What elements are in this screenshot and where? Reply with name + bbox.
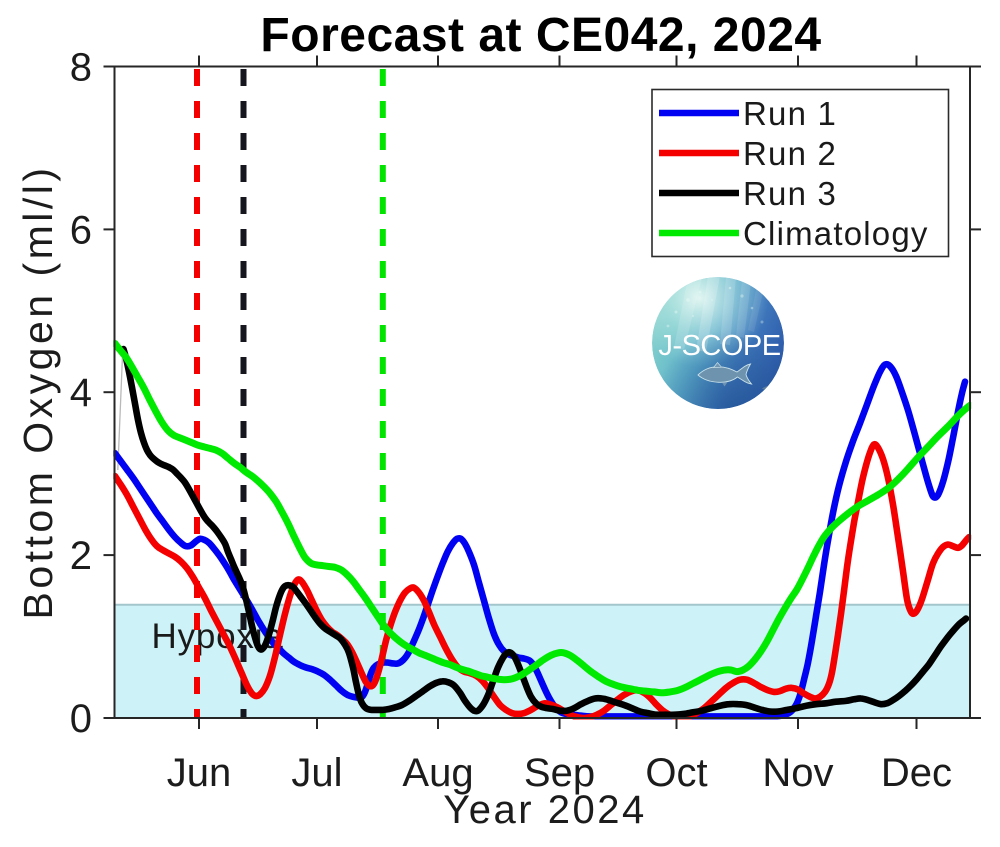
- svg-text:Run 1: Run 1: [743, 95, 837, 132]
- svg-text:Dec: Dec: [881, 751, 952, 795]
- svg-text:Jun: Jun: [167, 751, 232, 795]
- svg-text:Year 2024: Year 2024: [443, 788, 646, 832]
- svg-text:8: 8: [70, 46, 92, 90]
- svg-text:Run 2: Run 2: [743, 135, 837, 172]
- svg-text:Bottom Oxygen (ml/l): Bottom Oxygen (ml/l): [15, 164, 61, 619]
- svg-text:Aug: Aug: [402, 751, 473, 795]
- svg-text:2: 2: [70, 534, 92, 578]
- svg-text:0: 0: [70, 697, 92, 741]
- svg-text:Oct: Oct: [645, 751, 707, 795]
- svg-text:Nov: Nov: [762, 751, 833, 795]
- svg-text:4: 4: [70, 371, 92, 415]
- svg-text:Jul: Jul: [291, 751, 342, 795]
- svg-text:6: 6: [70, 208, 92, 252]
- svg-text:Sep: Sep: [524, 751, 595, 795]
- svg-text:J-SCOPE: J-SCOPE: [658, 330, 780, 362]
- svg-text:Forecast at CE042, 2024: Forecast at CE042, 2024: [260, 9, 821, 62]
- svg-text:Climatology: Climatology: [743, 215, 929, 252]
- svg-text:Run 3: Run 3: [743, 175, 837, 212]
